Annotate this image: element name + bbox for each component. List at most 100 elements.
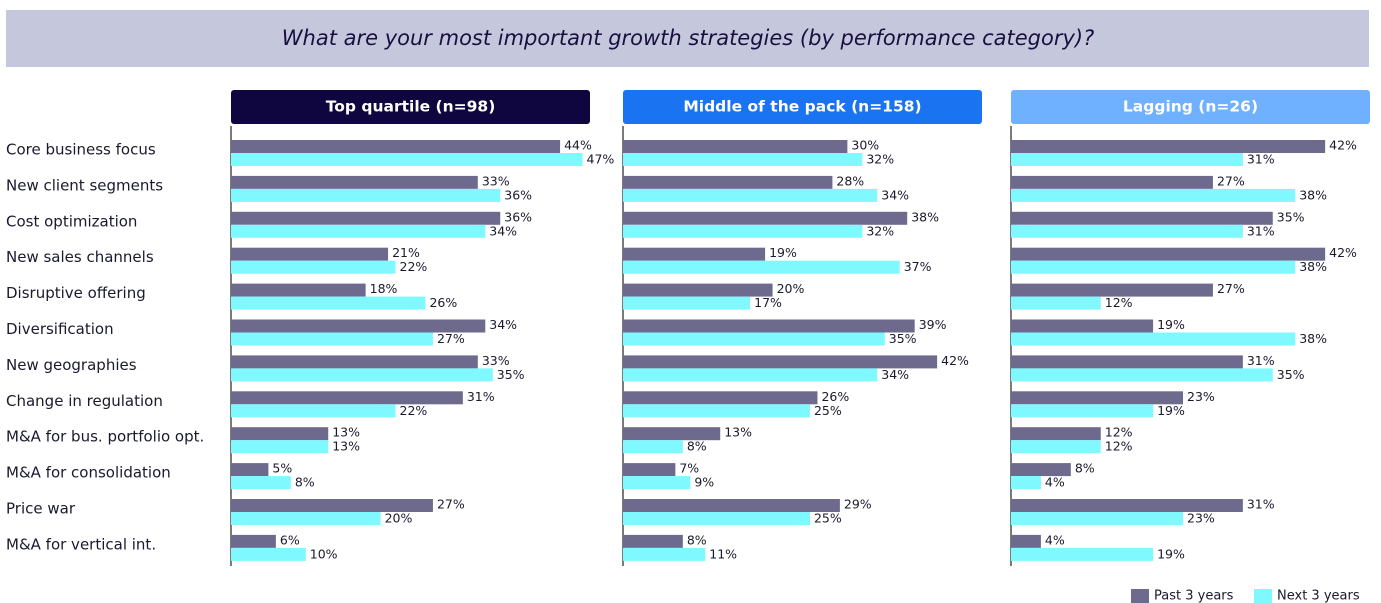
bar xyxy=(623,534,683,548)
value-label: 4% xyxy=(1045,475,1065,490)
value-label: 20% xyxy=(777,281,805,296)
bar xyxy=(231,319,486,333)
panel-header xyxy=(623,90,982,124)
value-label: 4% xyxy=(1045,532,1065,547)
bar xyxy=(231,427,329,441)
category-label: M&A for vertical int. xyxy=(6,535,156,553)
bar xyxy=(1011,319,1154,333)
bar xyxy=(1011,391,1184,405)
bar xyxy=(623,175,833,189)
bar xyxy=(231,512,381,525)
bar xyxy=(623,427,721,441)
bar xyxy=(1011,188,1296,202)
value-label: 31% xyxy=(1247,353,1275,368)
value-label: 13% xyxy=(724,425,752,440)
bar xyxy=(623,332,885,346)
value-label: 23% xyxy=(1187,511,1215,526)
bar xyxy=(231,140,561,153)
value-label: 8% xyxy=(687,532,707,547)
value-label: 27% xyxy=(1217,173,1245,188)
title-band xyxy=(6,10,1369,67)
value-label: 27% xyxy=(437,331,465,346)
bar xyxy=(231,224,486,238)
bar xyxy=(623,140,848,153)
value-label: 33% xyxy=(482,353,510,368)
bar xyxy=(623,391,818,405)
bar xyxy=(1011,153,1243,166)
bar xyxy=(231,283,366,297)
category-label: Change in regulation xyxy=(6,392,163,410)
value-label: 27% xyxy=(437,497,465,512)
bar xyxy=(1011,476,1041,490)
bar xyxy=(231,534,276,548)
category-label: Disruptive offering xyxy=(6,284,146,302)
panel-title: Middle of the pack (n=158) xyxy=(683,98,921,116)
bar xyxy=(623,547,706,561)
value-label: 7% xyxy=(679,461,699,476)
bar xyxy=(1011,427,1101,441)
value-label: 5% xyxy=(272,461,292,476)
value-label: 35% xyxy=(889,331,917,346)
legend-swatch xyxy=(1254,589,1272,603)
value-label: 19% xyxy=(1157,403,1185,418)
value-label: 34% xyxy=(881,187,909,202)
bar xyxy=(1011,355,1243,369)
value-label: 22% xyxy=(400,259,428,274)
value-label: 32% xyxy=(866,152,894,167)
bar xyxy=(231,476,291,490)
bar xyxy=(231,391,463,405)
value-label: 38% xyxy=(1299,187,1327,202)
value-label: 35% xyxy=(1277,209,1305,224)
panel-header xyxy=(231,90,590,124)
bar xyxy=(1011,247,1326,261)
bar xyxy=(1011,534,1041,548)
value-label: 12% xyxy=(1105,295,1133,310)
bar xyxy=(623,355,938,369)
value-label: 12% xyxy=(1105,439,1133,454)
bar xyxy=(231,332,433,346)
legend-swatch xyxy=(1131,589,1149,603)
value-label: 17% xyxy=(754,295,782,310)
value-label: 34% xyxy=(881,367,909,382)
value-label: 13% xyxy=(332,439,360,454)
value-label: 38% xyxy=(1299,259,1327,274)
bar xyxy=(1011,463,1071,477)
panel-header xyxy=(1011,90,1370,124)
value-label: 11% xyxy=(709,546,737,561)
value-label: 47% xyxy=(587,152,615,167)
value-label: 21% xyxy=(392,245,420,260)
bar xyxy=(1011,175,1213,189)
value-label: 19% xyxy=(1157,546,1185,561)
value-label: 34% xyxy=(489,317,517,332)
bar xyxy=(231,440,329,454)
bar xyxy=(231,355,478,369)
bar xyxy=(1011,332,1296,346)
bar xyxy=(1011,440,1101,454)
bar xyxy=(231,499,433,512)
category-label: M&A for consolidation xyxy=(6,464,171,482)
value-label: 29% xyxy=(844,497,872,512)
value-label: 8% xyxy=(687,439,707,454)
bar xyxy=(231,296,426,310)
bar xyxy=(1011,499,1243,512)
bar xyxy=(623,296,751,310)
bar xyxy=(623,188,878,202)
value-label: 36% xyxy=(504,209,532,224)
value-label: 8% xyxy=(295,475,315,490)
bar xyxy=(623,283,773,297)
value-label: 23% xyxy=(1187,389,1215,404)
bar xyxy=(1011,368,1273,382)
category-label: New sales channels xyxy=(6,248,154,266)
value-label: 22% xyxy=(400,403,428,418)
bar xyxy=(1011,512,1184,525)
bar xyxy=(231,368,493,382)
bar xyxy=(231,211,501,225)
bar xyxy=(623,476,691,490)
value-label: 20% xyxy=(385,511,413,526)
panel-title: Top quartile (n=98) xyxy=(326,98,496,116)
value-label: 19% xyxy=(769,245,797,260)
value-label: 33% xyxy=(482,173,510,188)
bar xyxy=(623,319,915,333)
value-label: 44% xyxy=(564,138,592,153)
chart-title: What are your most important growth stra… xyxy=(282,26,1094,50)
